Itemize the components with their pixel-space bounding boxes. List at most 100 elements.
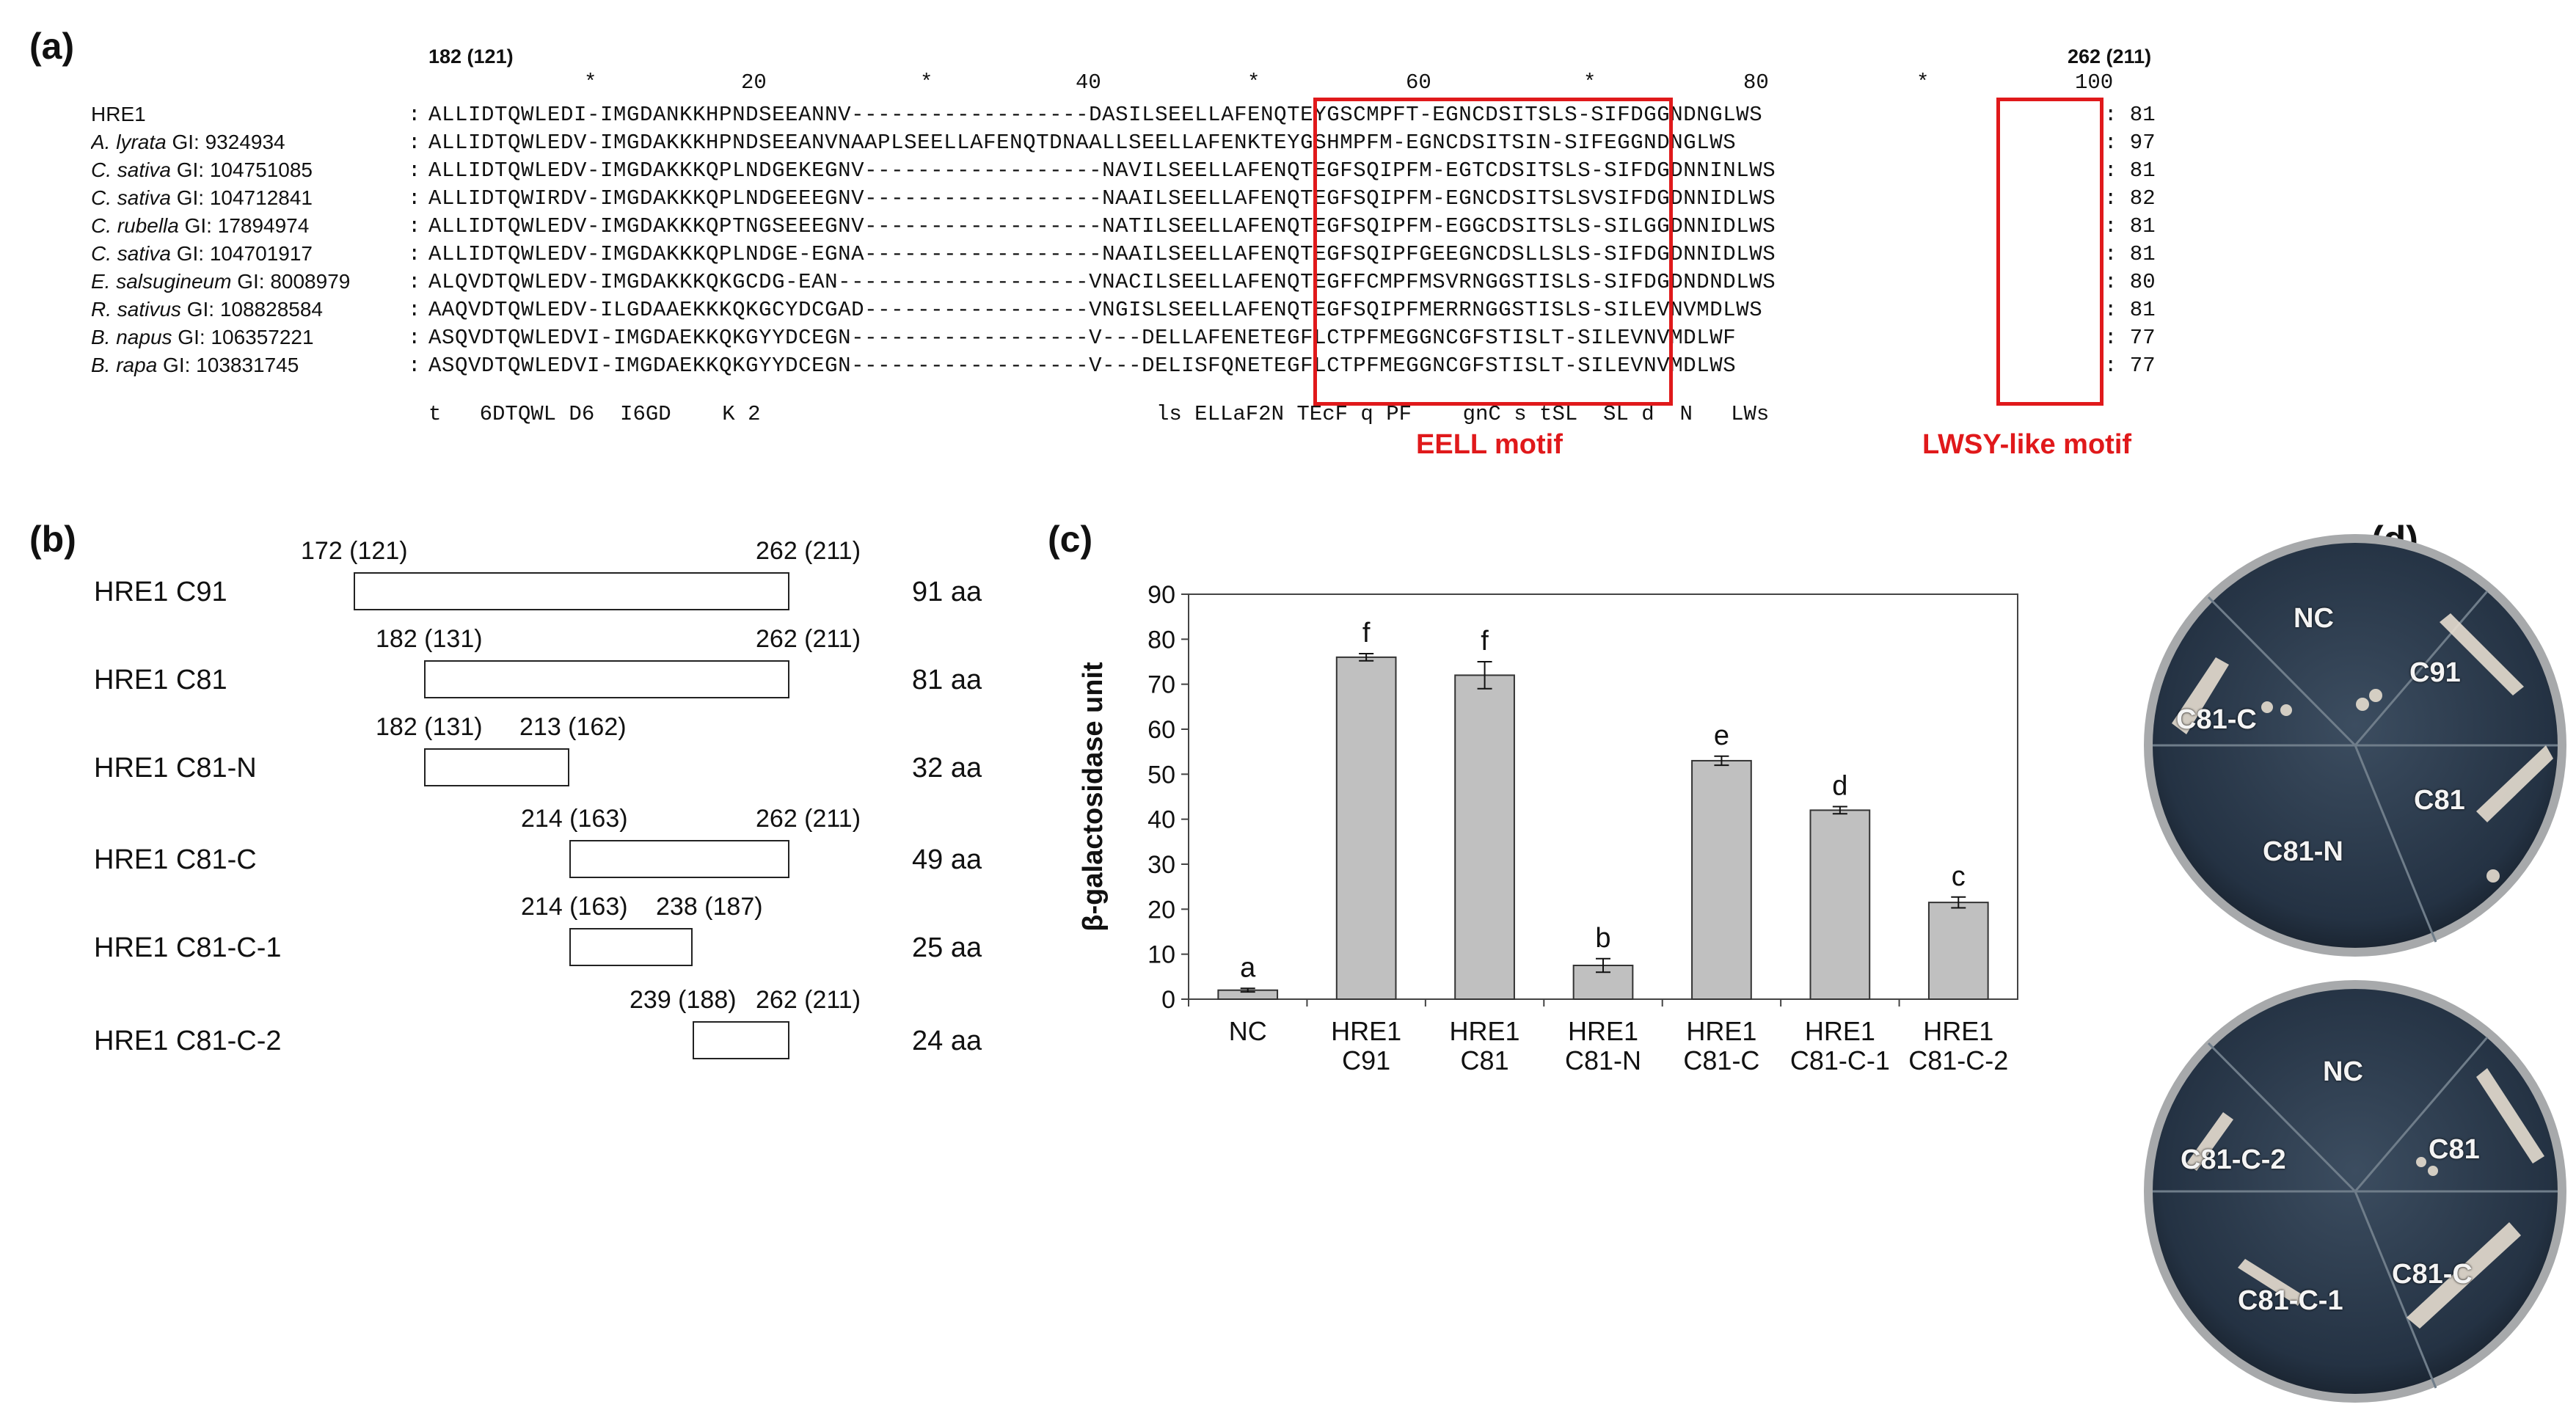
separator: : [408,102,421,127]
colony-dot [2369,689,2382,702]
species-name: E. salsugineum [91,270,232,293]
sequence-residues: ASQVDTQWLEDVI-IMGDAEKKQKGYYDCEGN--------… [427,353,1738,378]
alignment-row: B. rapa GI: 103831745: ASQVDTQWLEDVI-IMGD… [91,351,1738,380]
sequence-length: : 77 [2104,354,2156,378]
gi-number: GI: 17894974 [178,214,310,237]
construct-end-position: 262 (211) [756,625,861,653]
plate-bottom [2144,980,2566,1403]
significance-letter: d [1832,770,1847,801]
y-tick-label: 30 [1147,851,1175,879]
gi-number: GI: 103831745 [157,354,299,376]
sequence-name: C. sativa GI: 104701917 [91,242,408,266]
alignment-row: E. salsugineum GI: 8008979: ALQVDTQWLEDV-… [91,267,1778,296]
sequence-residues: ALLIDTQWLEDI-IMGDANKKHPNDSEEANNV--------… [427,102,1765,127]
colony-dot [2280,704,2292,716]
y-tick-label: 0 [1161,986,1175,1014]
construct-start-position: 182 (131) [376,625,483,653]
plate-top-label-c81: C81 [2414,785,2465,816]
lwsy-motif-label: LWSY-like motif [1922,429,2132,460]
gi-number: GI: 104701917 [170,242,313,265]
bar [1454,674,1515,1000]
sequence-length: : 81 [2104,158,2156,183]
colony-dot [2416,1157,2426,1167]
plate-top-label-c81n: C81-N [2263,836,2343,867]
sequence-length: : 81 [2104,103,2156,127]
plate-bottom-label-c81: C81 [2429,1134,2480,1165]
construct-bar [354,572,789,610]
colony-dot [2428,1166,2438,1176]
species-name: A. lyrata [91,131,167,153]
construct-length: 91 aa [912,577,982,607]
colony-dot [2261,701,2273,713]
plate-top-label-nc: NC [2294,603,2334,634]
ruler-mark: * [1583,70,1597,95]
plate-bottom-label-c81c2: C81-C-2 [2181,1144,2286,1175]
sequence-residues: ALLIDTQWLEDV-IMGDAKKKQPLNDGEKEGNV-------… [427,158,1778,183]
separator: : [408,130,421,155]
x-category-label: HRE1 [1568,1016,1638,1046]
construct-length: 49 aa [912,844,982,875]
alignment-row: C. rubella GI: 17894974: ALLIDTQWLEDV-IMG… [91,211,1778,241]
ruler-mark: 100 [2075,70,2114,95]
x-category-label: NC [1229,1016,1267,1046]
sequence-length: : 82 [2104,186,2156,211]
plate-divider [2207,1042,2357,1193]
sequence-length: : 81 [2104,242,2156,266]
construct-length: 32 aa [912,753,982,783]
sequence-length: : 81 [2104,298,2156,322]
yeast-plates [2144,534,2566,1403]
construct-start-position: 182 (131) [376,713,483,741]
sequence-residues: ALLIDTQWLEDV-IMGDAKKKHPNDSEEANVNAAPLSEEL… [427,130,1738,155]
significance-letter: f [1481,626,1489,657]
y-axis-label: β-galactosidase unit [1078,662,1109,932]
construct-end-position: 262 (211) [756,805,861,833]
y-tick-label: 60 [1147,716,1175,744]
plate-divider [2354,591,2489,746]
y-tick-label: 20 [1147,896,1175,924]
bar [1691,759,1752,1000]
separator: : [408,297,421,322]
x-category-label: C81-C-1 [1790,1045,1890,1075]
colony-streak-c81c2 [2186,1112,2233,1171]
sequence-name: B. rapa GI: 103831745 [91,354,408,377]
construct-end-position: 262 (211) [756,537,861,565]
construct-end-position: 238 (187) [656,893,763,921]
alignment-row: R. sativus GI: 108828584: AAQVDTQWLEDV-IL… [91,295,1765,324]
construct-start-position: 214 (163) [521,805,628,833]
ruler-mark: 60 [1406,70,1431,95]
plate-divider [2207,596,2357,747]
construct-start-position: 214 (163) [521,893,628,921]
x-category-label: C81-N [1565,1045,1641,1075]
y-tick-label: 40 [1147,806,1175,834]
x-category-label: C81-C-2 [1908,1045,2008,1075]
y-tick-label: 80 [1147,626,1175,654]
y-tick-label: 90 [1147,581,1175,609]
separator: : [408,158,421,183]
panel-label-b: (b) [29,519,76,560]
separator: : [408,213,421,238]
separator: : [408,325,421,350]
species-name: C. sativa [91,186,171,209]
alignment-row: C. sativa GI: 104751085: ALLIDTQWLEDV-IMG… [91,156,1778,185]
alignment-row: B. napus GI: 106357221: ASQVDTQWLEDVI-IMG… [91,323,1738,352]
separator: : [408,186,421,211]
plate-top [2144,534,2566,957]
plate-divider [2354,1037,2489,1192]
bar [1809,809,1871,1000]
sequence-residues: ALLIDTQWIRDV-IMGDAKKKQPLNDGEEEGNV-------… [427,186,1778,211]
x-category-label: C81 [1461,1045,1509,1075]
construct-bar [424,660,789,698]
x-category-label: HRE1 [1331,1016,1401,1046]
construct-name: HRE1 C81-C [94,844,257,875]
y-tick-label: 10 [1147,941,1175,969]
x-category-label: HRE1 [1686,1016,1756,1046]
sequence-name: C. sativa GI: 104712841 [91,186,408,210]
colony-dot [2486,869,2500,883]
construct-length: 24 aa [912,1026,982,1056]
bar [1335,656,1397,1000]
sequence-name: B. napus GI: 106357221 [91,326,408,349]
separator: : [408,353,421,378]
construct-name: HRE1 C91 [94,577,227,607]
